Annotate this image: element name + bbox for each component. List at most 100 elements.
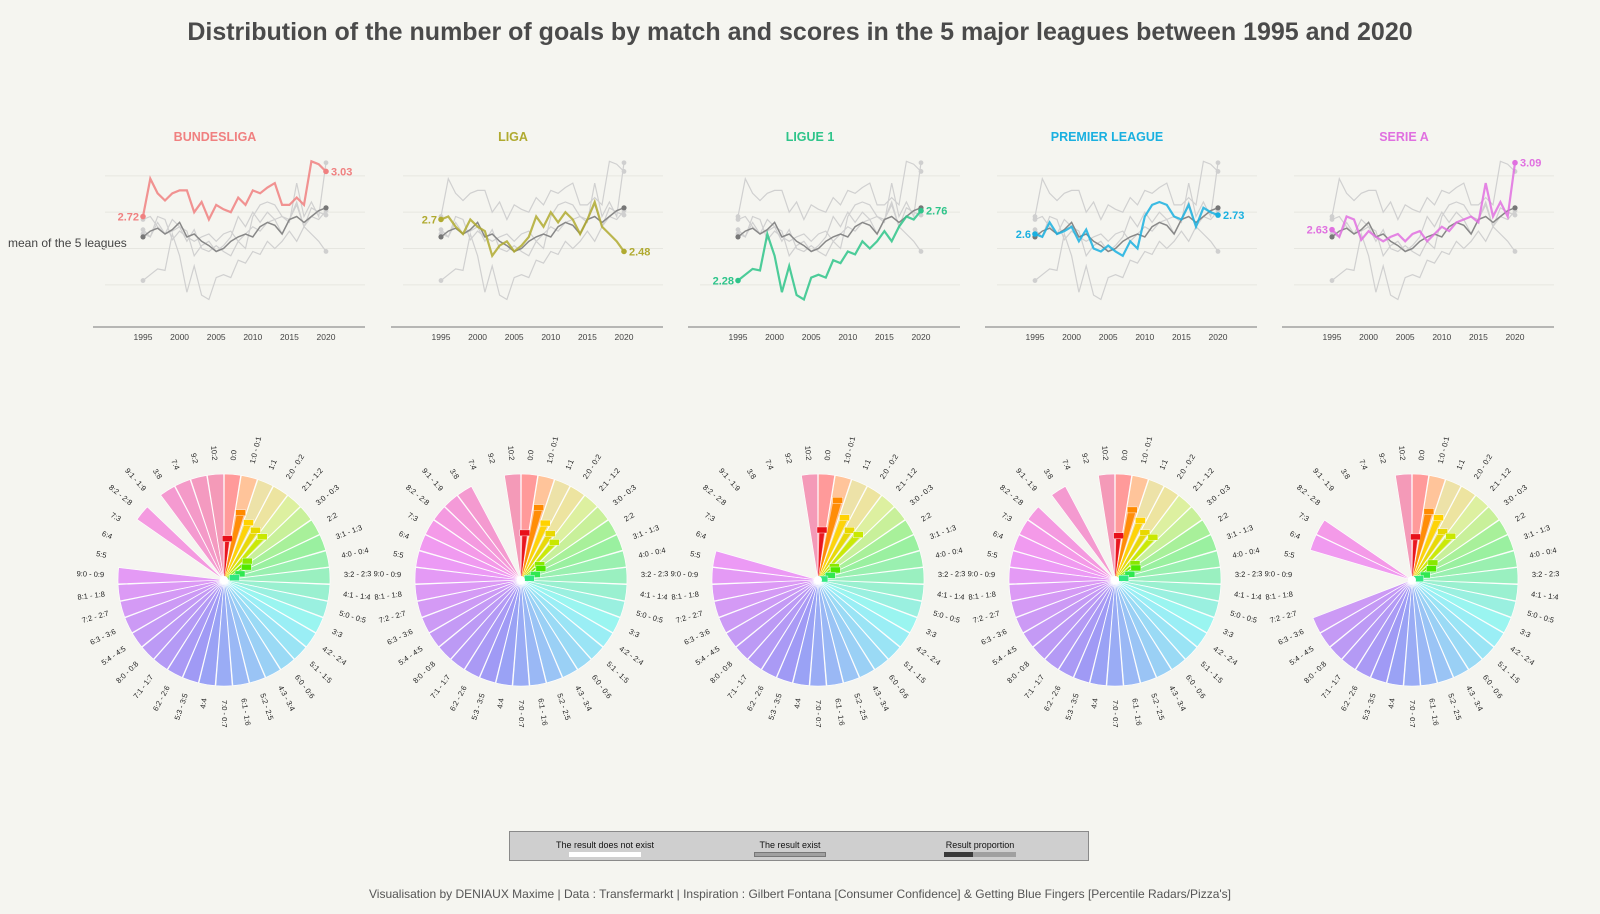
pizza-category-label: 10:2	[1100, 445, 1110, 460]
pizza-category-label: 4:4	[198, 698, 209, 710]
x-tick-label: 2010	[243, 332, 262, 342]
pizza-slice	[713, 579, 819, 618]
pizza-category-label: 5:1 - 1:5	[902, 659, 928, 685]
pizza-slice	[1411, 579, 1517, 618]
pizza-category-label: 0:0	[823, 450, 833, 461]
mean-start-point	[438, 234, 444, 240]
other-league-end-point	[1215, 249, 1221, 254]
pizza-slice	[428, 579, 522, 648]
proportion-badge	[830, 566, 841, 574]
pizza-category-label: 10:2	[209, 445, 219, 460]
x-tick-label: 2015	[1172, 332, 1191, 342]
proportion-bar	[1412, 508, 1433, 580]
pizza-category-label: 3:2 - 2:3	[641, 569, 669, 579]
pizza-slice	[1411, 579, 1505, 648]
pizza-slice	[512, 579, 530, 687]
proportion-bar	[818, 514, 849, 580]
pizza-category-label: 6:4	[1289, 529, 1302, 541]
pizza-category-label: 6:4	[992, 529, 1005, 541]
league-end-point	[621, 248, 627, 255]
pizza-category-label: 2:2	[325, 510, 339, 523]
pizza-category-label: 8:1 - 1:8	[671, 590, 699, 602]
pizza-category-label: 2:0 - 0:2	[878, 453, 900, 481]
pizza-slice	[817, 567, 925, 585]
pizza-category-label: 1:1	[860, 458, 872, 471]
x-tick-label: 1995	[432, 332, 451, 342]
pizza-category-label: 1:1	[266, 458, 278, 471]
pizza-category-label: 1:0 - 0:1	[1436, 436, 1451, 465]
x-tick-label: 2010	[1432, 332, 1451, 342]
pizza-category-label: 6:3 - 3:6	[1277, 627, 1306, 647]
pizza-category-label: 8:2 - 2:8	[998, 483, 1025, 507]
pizza-slice	[416, 579, 522, 618]
pizza-category-label: 3:3	[628, 627, 641, 640]
league-line	[737, 209, 922, 302]
pizza-slice	[1114, 579, 1222, 602]
proportion-badge	[241, 563, 252, 571]
proportion-bar	[521, 530, 554, 580]
pizza-category-label: 6:2 - 2:6	[448, 684, 469, 713]
pizza-category-label: 5:0 - 0:5	[932, 609, 961, 625]
pizza-category-label: 6:0 - 0:6	[590, 673, 614, 700]
pizza-slice	[792, 579, 819, 686]
mean-end-point	[1215, 205, 1221, 211]
pizza-category-label: 3:0 - 0:3	[611, 483, 638, 507]
pizza-category-label: 2:1 - 1:2	[1488, 466, 1513, 493]
pizza-slice	[198, 579, 225, 686]
pizza-slice	[1114, 579, 1220, 618]
pizza-center-dot	[814, 576, 822, 584]
pizza-category-label: 7:1 - 1:7	[131, 673, 155, 700]
proportion-bar	[521, 504, 544, 580]
pizza-slice	[1411, 550, 1518, 581]
other-league-end-point	[323, 249, 329, 254]
pizza-slice	[1319, 579, 1413, 648]
pizza-category-label: 5:4 - 4:5	[100, 644, 128, 667]
line-panel-premier-league: PREMIER LEAGUE 1995 2000 2005 2010 2015 2020 2.…	[985, 130, 1257, 342]
x-tick-label: 2000	[468, 332, 487, 342]
line-panel-ligue-1: LIGUE 1 1995 2000 2005 2010 2015 2020 2.28 2.76	[688, 130, 960, 342]
x-tick-label: 2000	[170, 332, 189, 342]
proportion-badge	[1423, 508, 1435, 515]
proportion-bar	[224, 519, 253, 580]
x-tick-label: 2015	[875, 332, 894, 342]
pizza-slice	[718, 579, 819, 634]
pizza-slice	[711, 567, 819, 585]
pizza-category-label: 5:3 - 3:5	[1361, 692, 1378, 721]
pizza-category-label: 5:2 - 2:5	[1446, 692, 1463, 721]
other-league-line	[737, 201, 922, 257]
pizza-slice	[444, 495, 522, 581]
proportion-badge	[535, 565, 547, 572]
league-start-point	[735, 277, 741, 284]
other-league-line	[1034, 160, 1219, 221]
other-league-line	[440, 160, 625, 221]
pizza-category-label: 0:0	[1417, 450, 1427, 461]
pizza-slice	[520, 579, 614, 648]
pizza-slice	[136, 506, 225, 581]
pizza-category-label: 5:4 - 4:5	[1288, 644, 1316, 667]
pizza-slice	[817, 579, 844, 686]
league-end-label: 3.09	[1520, 158, 1541, 170]
pizza-slice	[1114, 579, 1157, 684]
pizza-slice	[520, 479, 571, 581]
pizza-slice	[735, 579, 819, 660]
pizza-slice	[215, 579, 233, 687]
pizza-category-label: 7:4	[1060, 458, 1072, 471]
proportion-badge	[241, 557, 253, 565]
pizza-slice	[1089, 579, 1116, 686]
pizza-slice	[1022, 579, 1116, 648]
proportion-bar	[818, 531, 862, 580]
other-league-line	[440, 162, 625, 243]
pizza-category-label: 3:8	[1042, 467, 1055, 481]
pizza-category-label: 5:2 - 2:5	[852, 692, 869, 721]
pizza-slice	[182, 579, 225, 684]
x-tick-label: 2005	[505, 332, 524, 342]
league-start-label: 2.7	[422, 214, 437, 226]
mean-start-point	[140, 234, 146, 240]
pizza-slice	[223, 479, 274, 581]
proportion-badge	[844, 527, 855, 534]
mean-end-point	[323, 205, 329, 211]
pizza-category-label: 7:3	[1000, 510, 1014, 523]
pizza-category-label: 7:0 - 0:7	[517, 700, 526, 728]
pizza-category-label: 2:1 - 1:2	[1191, 466, 1216, 493]
pizza-category-label: 6:1 - 1:6	[536, 698, 549, 727]
